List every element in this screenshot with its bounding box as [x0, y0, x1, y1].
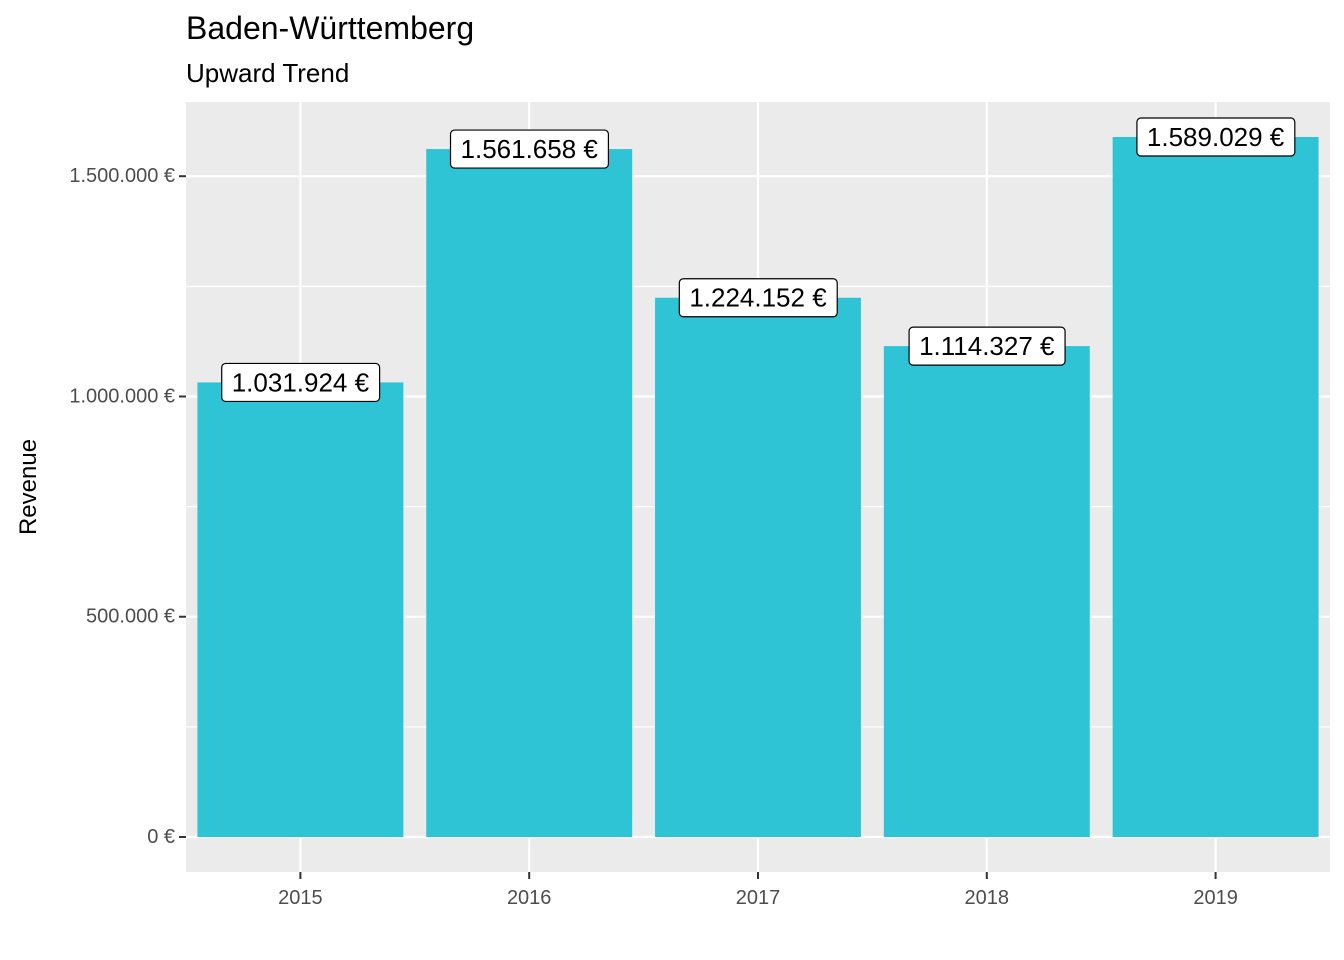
y-tick-label: 1.000.000 € [69, 385, 175, 407]
x-tick-label: 2016 [507, 887, 552, 909]
bar-2019 [1112, 136, 1319, 838]
data-label-box [678, 278, 838, 318]
data-label-text: 1.589.029 € [1147, 122, 1285, 152]
bar-2016 [426, 149, 633, 838]
data-label-box [1136, 117, 1296, 157]
y-tick-label: 1.500.000 € [69, 165, 175, 187]
x-tick-label: 2019 [1193, 887, 1238, 909]
data-label-text: 1.224.152 € [689, 283, 827, 313]
chart-title: Baden-Württemberg [186, 10, 475, 46]
data-label-text: 1.114.327 € [919, 331, 1055, 361]
bar-2017 [655, 297, 861, 838]
x-axis: 2015 2016 2017 2018 2019 [278, 872, 1238, 909]
x-tick-label: 2017 [736, 887, 781, 909]
data-label-box [908, 326, 1066, 366]
data-labels: 1.031.924 € 1.561.658 € 1.224.152 € 1.114.3… [221, 117, 1296, 403]
y-axis: 0 € 500.000 € 1.000.000 € 1.500.000 € [69, 165, 186, 848]
bar-2015 [197, 382, 404, 838]
data-label-text: 1.561.658 € [461, 134, 599, 164]
y-axis-title: Revenue [15, 439, 42, 535]
x-tick-label: 2018 [965, 887, 1010, 909]
data-label-2017: 1.224.152 € [678, 278, 838, 318]
bars [197, 136, 1319, 838]
data-label-2019: 1.589.029 € [1136, 117, 1296, 157]
y-tick-label: 500.000 € [86, 606, 175, 628]
bar-2018 [883, 346, 1090, 838]
chart-subtitle: Upward Trend [186, 58, 350, 88]
x-tick-label: 2015 [278, 887, 323, 909]
data-label-box [221, 362, 381, 403]
data-label-box [449, 129, 610, 169]
data-label-2018: 1.114.327 € [908, 326, 1066, 366]
data-label-2015: 1.031.924 € [221, 362, 381, 403]
data-label-text: 1.031.924 € [232, 367, 370, 397]
data-label-2016: 1.561.658 € [449, 129, 610, 169]
y-tick-label: 0 € [147, 826, 175, 848]
